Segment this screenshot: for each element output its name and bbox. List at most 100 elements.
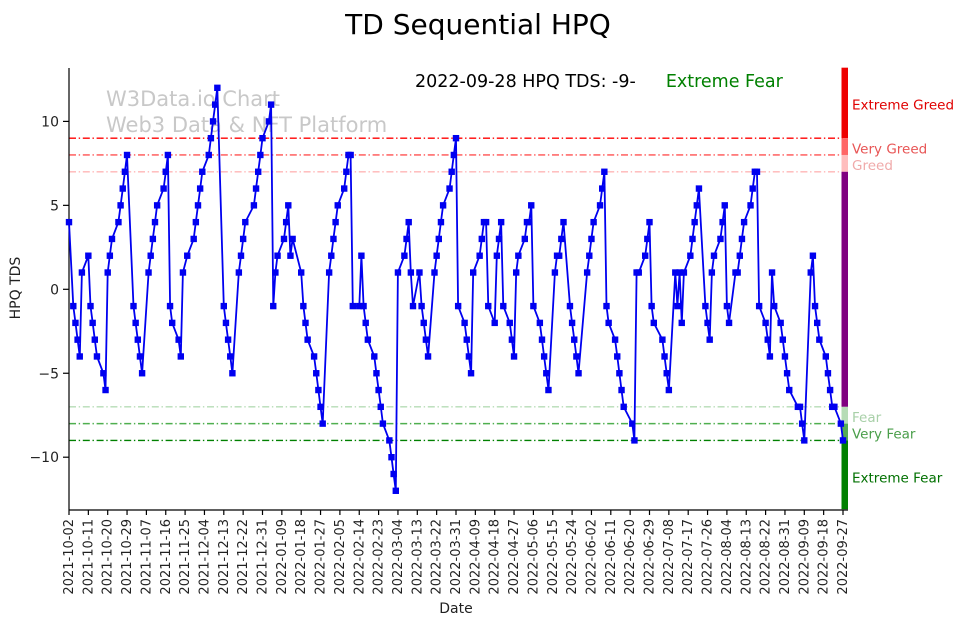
data-point [334,202,341,209]
data-point [123,151,131,159]
x-tick-label: 2022-01-27 [314,519,329,595]
data-point [289,235,296,243]
x-tick-label: 2022-04-18 [488,519,503,595]
data-point [495,235,503,243]
data-point [545,386,552,394]
data-point [115,218,122,226]
data-point [147,252,154,259]
data-point [356,302,363,310]
data-point [734,269,741,276]
data-point [184,252,191,259]
data-point [586,252,593,259]
data-point [461,319,468,327]
data-point [736,252,743,259]
x-tick-label: 2022-04-09 [468,519,483,595]
page-title: TD Sequential HPQ [345,8,611,41]
sentiment-bar-segment-1 [841,138,848,155]
data-point [119,185,126,192]
data-point [386,437,393,444]
data-point [811,302,819,310]
data-point [814,319,821,327]
data-point [448,168,455,175]
data-point [568,319,576,327]
data-point [239,235,247,243]
data-point [145,269,152,276]
data-point [740,218,748,226]
data-point [70,302,77,310]
data-point [796,403,804,411]
data-point [515,252,522,259]
data-point [573,353,580,360]
data-point [91,336,98,343]
data-point [521,235,528,243]
data-point [300,302,307,310]
x-tick-label: 2022-01-18 [294,519,309,595]
data-point [644,235,651,243]
data-point [255,168,262,175]
sentiment-bar-segment-5 [841,423,848,441]
data-point [650,319,657,327]
data-point [528,202,535,209]
x-tick-label: 2022-03-04 [391,519,406,595]
data-point [678,319,685,327]
data-point [330,235,337,243]
data-point [575,370,582,377]
data-point [500,302,507,310]
data-point [620,403,627,411]
data-point [235,269,243,276]
data-point [614,353,621,360]
data-point [766,353,774,360]
x-tick-label: 2021-11-07 [139,519,154,595]
y-tick-label: 5 [50,198,59,214]
data-point [661,353,668,360]
x-tick-label: 2022-08-22 [759,519,774,595]
data-point [601,168,608,175]
data-point [74,336,81,343]
data-point [242,218,249,226]
data-point [177,353,184,360]
data-point [560,218,567,226]
x-tick-label: 2022-09-09 [797,519,812,595]
data-point [721,202,728,209]
data-point [302,319,309,327]
data-point [100,370,107,377]
data-point [510,353,518,360]
data-point [136,353,144,360]
data-point [280,235,288,243]
data-point [482,218,490,226]
data-point [220,302,227,310]
y-tick-label: 10 [41,114,59,130]
data-point [831,403,838,411]
data-point [605,319,612,327]
data-point [375,386,382,394]
data-point [319,420,326,427]
data-point [164,151,172,159]
data-point [725,319,733,327]
data-point [252,185,260,192]
data-point [723,302,731,310]
annotation-date-value: 2022-09-28 HPQ TDS: -9- [415,72,636,92]
data-point [783,370,791,377]
data-point [693,202,700,209]
data-point [781,353,789,360]
data-point [282,218,290,226]
data-point [599,185,606,192]
data-point [130,302,137,310]
zone-label-greed: Greed [852,158,893,174]
data-point [149,235,157,243]
sentiment-bar-segment-3 [841,171,848,407]
data-point [611,336,619,343]
x-tick-label: 2022-06-29 [643,519,658,595]
x-tick-label: 2021-10-29 [120,519,135,595]
data-point [102,386,109,394]
data-point [646,218,653,226]
data-point [151,218,159,226]
x-tick-label: 2022-02-14 [352,519,367,595]
data-point [205,151,212,159]
data-point [824,370,832,377]
data-point [401,252,408,259]
data-point [304,336,311,343]
data-point [629,420,636,427]
data-point [287,252,294,259]
